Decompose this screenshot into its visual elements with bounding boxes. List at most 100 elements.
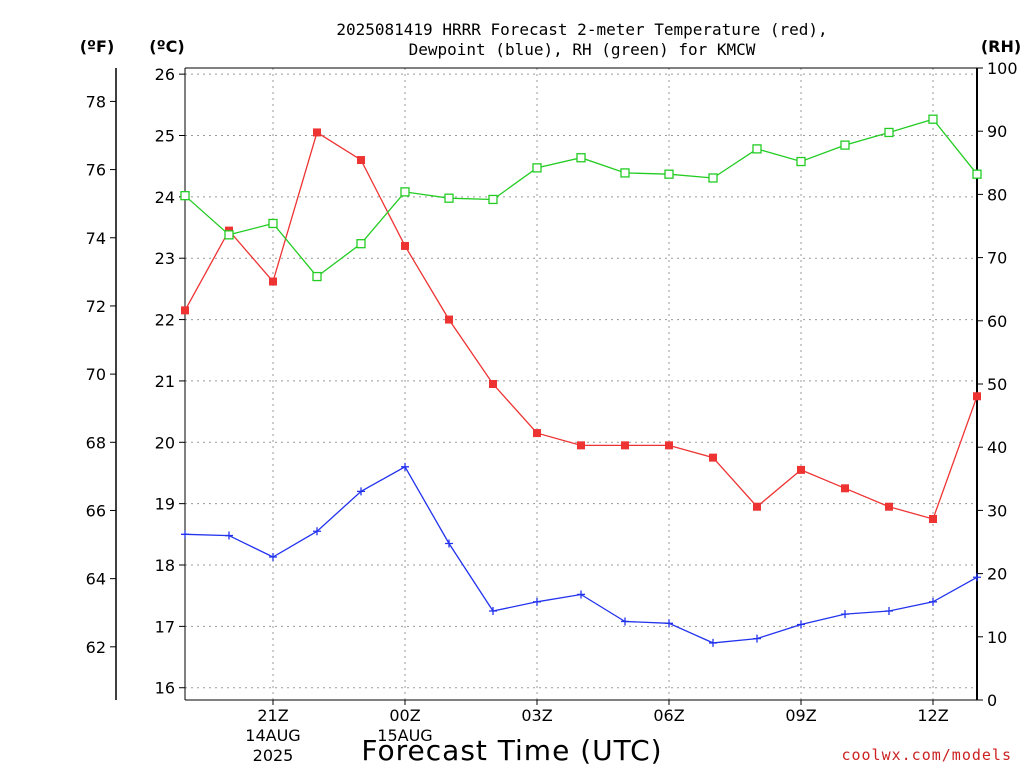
- data-point-2-meter-temperature: [181, 306, 189, 315]
- fahrenheit-tick-label: 70: [86, 365, 106, 384]
- data-point-dewpoint: [797, 620, 805, 629]
- rh-tick-label: 40: [987, 438, 1007, 457]
- celsius-tick-label: 17: [155, 617, 175, 636]
- data-point-2-meter-temperature: [401, 241, 409, 250]
- data-point-dewpoint: [621, 617, 629, 626]
- data-point-rh: [224, 230, 234, 240]
- chart-title-line-2: Dewpoint (blue), RH (green) for KMCW: [409, 40, 756, 59]
- data-point-rh: [532, 163, 542, 173]
- data-point-2-meter-temperature: [577, 441, 585, 450]
- data-point-dewpoint: [753, 634, 761, 643]
- x-tick-label: 06Z: [653, 706, 684, 725]
- fahrenheit-tick-label: 72: [86, 297, 106, 316]
- data-point-rh: [840, 140, 850, 150]
- data-point-2-meter-temperature: [797, 465, 805, 474]
- celsius-tick-label: 18: [155, 556, 175, 575]
- data-point-dewpoint: [533, 597, 541, 606]
- series-2-meter-temperature: [181, 128, 981, 523]
- series-dewpoint: [181, 462, 981, 647]
- fahrenheit-tick-label: 78: [86, 92, 106, 111]
- data-point-rh: [884, 127, 894, 138]
- data-point-dewpoint: [885, 607, 893, 616]
- x-tick-label: 12Z: [917, 706, 948, 725]
- x-tick-label: 03Z: [521, 706, 552, 725]
- rh-tick-label: 100: [987, 59, 1018, 78]
- data-point-dewpoint: [445, 539, 453, 548]
- x-tick-label: 15AUG: [377, 726, 432, 745]
- celsius-unit-label: (ºC): [149, 37, 184, 56]
- credit-text: coolwx.com/models: [841, 746, 1012, 764]
- celsius-tick-label: 19: [155, 495, 175, 514]
- data-point-dewpoint: [181, 530, 189, 539]
- data-point-dewpoint: [225, 531, 233, 540]
- data-point-rh: [444, 193, 454, 203]
- fahrenheit-unit-label: (ºF): [80, 37, 115, 56]
- data-point-rh: [356, 239, 366, 249]
- x-tick-label: 2025: [253, 746, 294, 765]
- celsius-tick-label: 16: [155, 679, 175, 698]
- data-point-rh: [312, 271, 322, 282]
- rh-tick-label: 20: [987, 565, 1007, 584]
- data-point-2-meter-temperature: [885, 502, 893, 511]
- chart-title-line-1: 2025081419 HRRR Forecast 2-meter Tempera…: [336, 20, 827, 39]
- data-point-2-meter-temperature: [489, 380, 497, 388]
- series-layer: [180, 114, 982, 647]
- rh-tick-label: 30: [987, 501, 1007, 520]
- rh-tick-label: 90: [987, 122, 1007, 141]
- data-point-2-meter-temperature: [313, 128, 321, 137]
- data-point-2-meter-temperature: [621, 441, 629, 450]
- fahrenheit-tick-label: 66: [86, 501, 106, 520]
- celsius-tick-label: 21: [155, 372, 175, 391]
- series-line-rh: [184, 118, 978, 278]
- data-point-dewpoint: [577, 590, 585, 599]
- axes: 16 17 18 19 20 21 22 23 24 25 26 62 64 66 68 70 72 74 76 78…: [86, 59, 1018, 765]
- data-point-dewpoint: [929, 597, 937, 606]
- data-point-rh: [752, 144, 762, 154]
- x-tick-label: 14AUG: [245, 726, 300, 745]
- fahrenheit-tick-label: 68: [86, 433, 106, 452]
- rh-tick-label: 10: [987, 628, 1007, 647]
- celsius-tick-label: 26: [155, 65, 175, 84]
- data-point-dewpoint: [665, 619, 673, 628]
- data-point-dewpoint: [489, 607, 497, 616]
- celsius-tick-label: 23: [155, 249, 175, 268]
- data-point-dewpoint: [709, 638, 717, 647]
- rh-tick-label: 0: [987, 691, 997, 710]
- series-line-2-meter-temperature: [184, 131, 978, 520]
- data-point-rh: [796, 156, 806, 167]
- x-tick-label: 00Z: [389, 706, 420, 725]
- data-point-2-meter-temperature: [973, 392, 981, 401]
- rh-unit-label: (RH): [981, 37, 1021, 56]
- data-point-2-meter-temperature: [357, 156, 365, 165]
- rh-tick-label: 80: [987, 185, 1007, 204]
- data-point-rh: [576, 153, 586, 163]
- data-point-dewpoint: [973, 573, 981, 582]
- data-point-2-meter-temperature: [929, 514, 937, 523]
- fahrenheit-tick-label: 62: [86, 638, 106, 657]
- data-point-rh: [620, 168, 630, 178]
- data-point-dewpoint: [841, 610, 849, 619]
- data-point-2-meter-temperature: [445, 315, 453, 324]
- data-point-dewpoint: [313, 527, 321, 536]
- x-axis-label: Forecast Time (UTC): [361, 734, 662, 767]
- fahrenheit-tick-label: 76: [86, 161, 106, 180]
- data-point-2-meter-temperature: [753, 502, 761, 511]
- x-tick-label: 21Z: [257, 706, 288, 725]
- data-point-rh: [268, 218, 278, 229]
- data-point-rh: [400, 187, 410, 197]
- x-tick-label: 09Z: [785, 706, 816, 725]
- data-point-rh: [664, 169, 674, 179]
- data-point-rh: [488, 194, 498, 205]
- rh-tick-label: 60: [987, 312, 1007, 331]
- data-point-2-meter-temperature: [709, 453, 717, 462]
- grid-lines: [185, 68, 977, 700]
- data-point-dewpoint: [401, 462, 409, 471]
- data-point-rh: [180, 191, 190, 201]
- data-point-2-meter-temperature: [841, 484, 849, 493]
- celsius-tick-label: 25: [155, 126, 175, 145]
- data-point-2-meter-temperature: [269, 277, 277, 286]
- rh-tick-label: 70: [987, 249, 1007, 268]
- celsius-tick-label: 24: [155, 188, 175, 207]
- data-point-dewpoint: [357, 487, 365, 496]
